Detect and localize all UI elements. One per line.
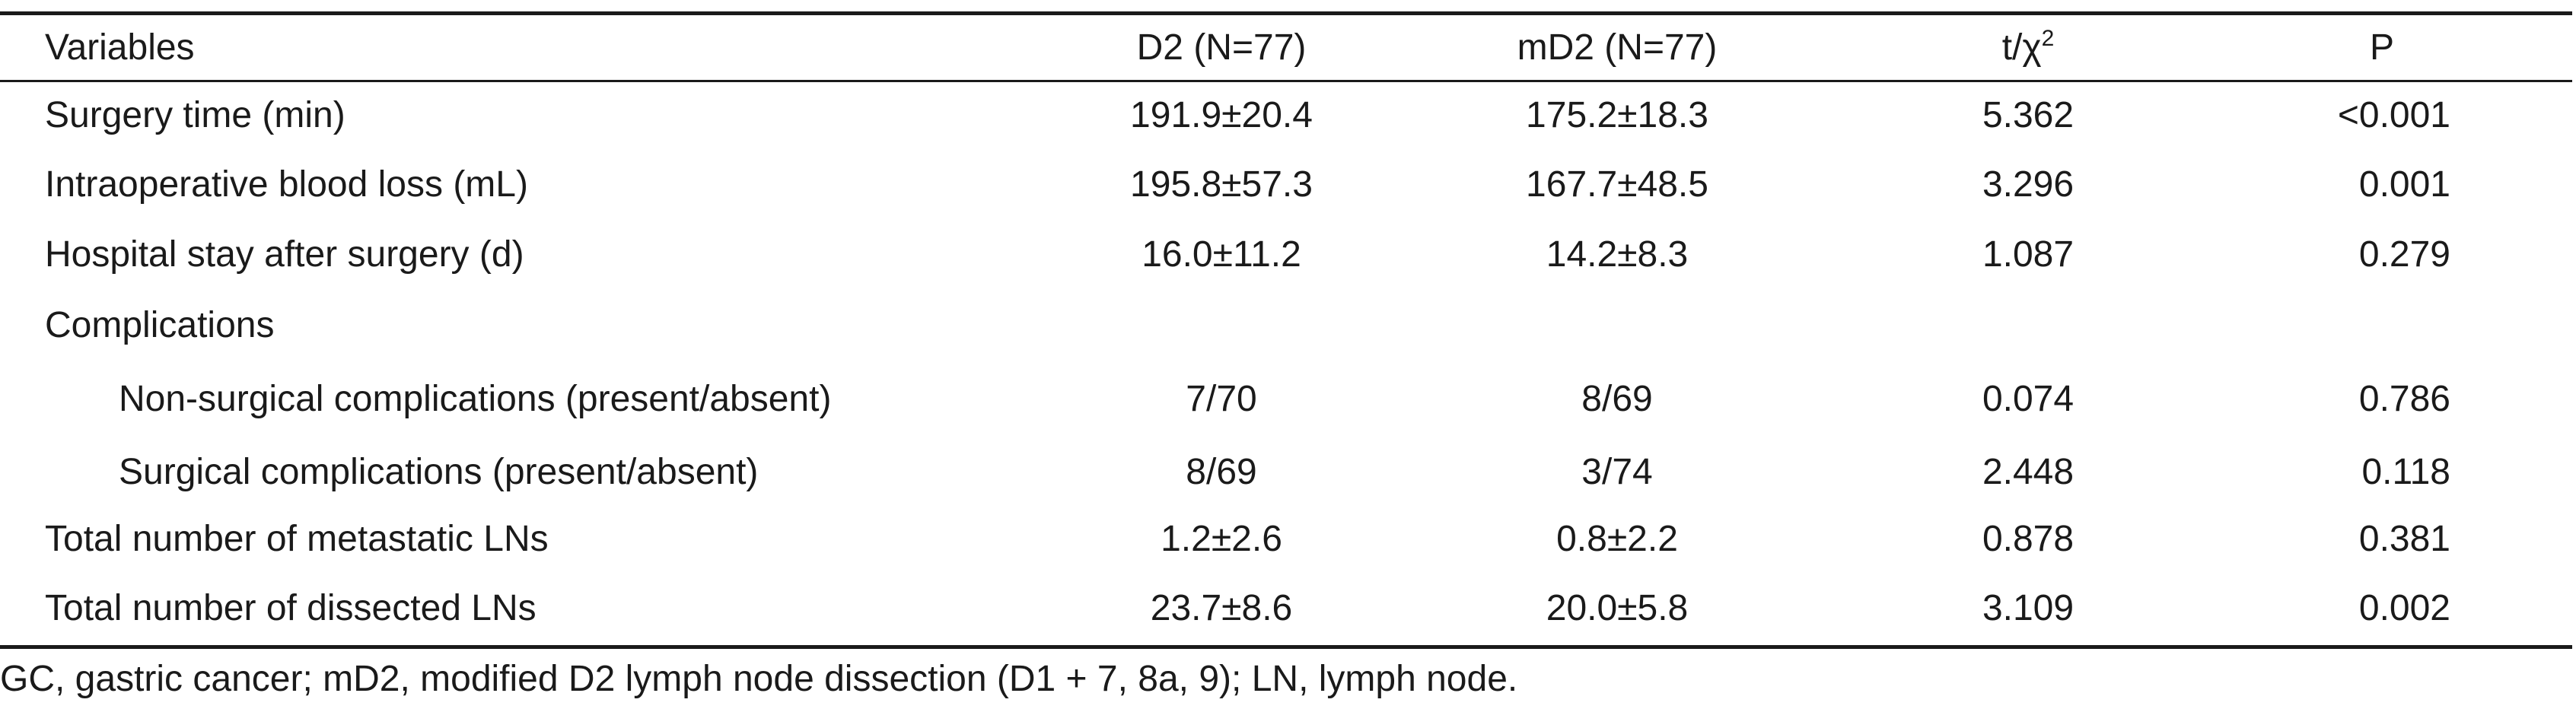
row-variable: Hospital stay after surgery (d) [45,234,524,275]
row-stat-value: 5.362 [1982,95,2074,135]
row-d2-value: 7/70 [1186,379,1257,419]
header-stat-text: t/χ [2001,27,2042,68]
row-variable: Surgery time (min) [45,95,345,135]
header-stat-superscript: 2 [2041,26,2055,51]
row-p-value: 0.002 [2358,588,2450,628]
row-stat-value: 1.087 [1982,234,2074,275]
row-md2-value: 175.2±18.3 [1526,95,1708,135]
row-md2-value: 167.7±48.5 [1526,164,1708,205]
table-row: Hospital stay after surgery (d) 16.0±11.… [0,221,2576,289]
row-p-value: 0.279 [2358,234,2450,275]
table-row: Non-surgical complications (present/abse… [0,365,2576,434]
row-md2-value: 3/74 [1581,452,1653,492]
row-stat-value: 3.296 [1982,164,2074,205]
row-d2-value [1062,291,1381,360]
row-p-value: 0.786 [2358,379,2450,419]
header-md2: mD2 (N=77) [1517,27,1718,68]
row-variable: Intraoperative blood loss (mL) [45,164,528,205]
row-p-value: 0.118 [2361,452,2450,492]
table-row: Total number of dissected LNs 23.7±8.6 2… [0,574,2576,643]
row-md2-value: 8/69 [1581,379,1653,419]
table-header-row: Variables D2 (N=77) mD2 (N=77) t/χ2 P [0,14,2576,82]
row-md2-value: 20.0±5.8 [1546,588,1689,628]
row-p-value: <0.001 [2337,95,2450,135]
row-variable: Total number of metastatic LNs [45,519,549,559]
row-stat-value [1868,291,2188,360]
row-stat-value: 0.878 [1982,519,2074,559]
table-bottom-rule [0,645,2572,649]
table-footnote: GC, gastric cancer; mD2, modified D2 lym… [0,659,1518,699]
table-top-rule [0,11,2572,15]
header-d2: D2 (N=77) [1136,27,1307,68]
row-md2-value [1457,291,1777,360]
row-d2-value: 16.0±11.2 [1142,234,1301,275]
row-md2-value: 0.8±2.2 [1556,519,1678,559]
row-p-value: 0.001 [2358,164,2450,205]
row-d2-value: 8/69 [1186,452,1257,492]
table-row: Surgery time (min) 191.9±20.4 175.2±18.3… [0,81,2576,150]
header-p: P [2369,27,2394,68]
row-md2-value: 14.2±8.3 [1546,234,1689,275]
row-variable: Complications [45,305,275,345]
row-variable: Total number of dissected LNs [45,588,537,628]
row-p-value: 0.381 [2358,519,2450,559]
table-row: Total number of metastatic LNs 1.2±2.6 0… [0,505,2576,574]
row-d2-value: 191.9±20.4 [1130,95,1313,135]
row-stat-value: 3.109 [1982,588,2074,628]
row-d2-value: 1.2±2.6 [1161,519,1282,559]
row-d2-value: 23.7±8.6 [1150,588,1293,628]
header-variables: Variables [45,27,195,68]
table-header-rule [0,80,2572,82]
row-variable: Surgical complications (present/absent) [119,452,759,492]
row-d2-value: 195.8±57.3 [1130,164,1313,205]
table-row: Complications [0,291,2576,360]
header-stat: t/χ2 [1868,14,2188,82]
row-variable: Non-surgical complications (present/abse… [119,379,832,419]
row-stat-value: 2.448 [1982,452,2074,492]
table-row: Surgical complications (present/absent) … [0,438,2576,507]
table-row: Intraoperative blood loss (mL) 195.8±57.… [0,151,2576,219]
row-p-value [2313,291,2450,360]
row-stat-value: 0.074 [1982,379,2074,419]
